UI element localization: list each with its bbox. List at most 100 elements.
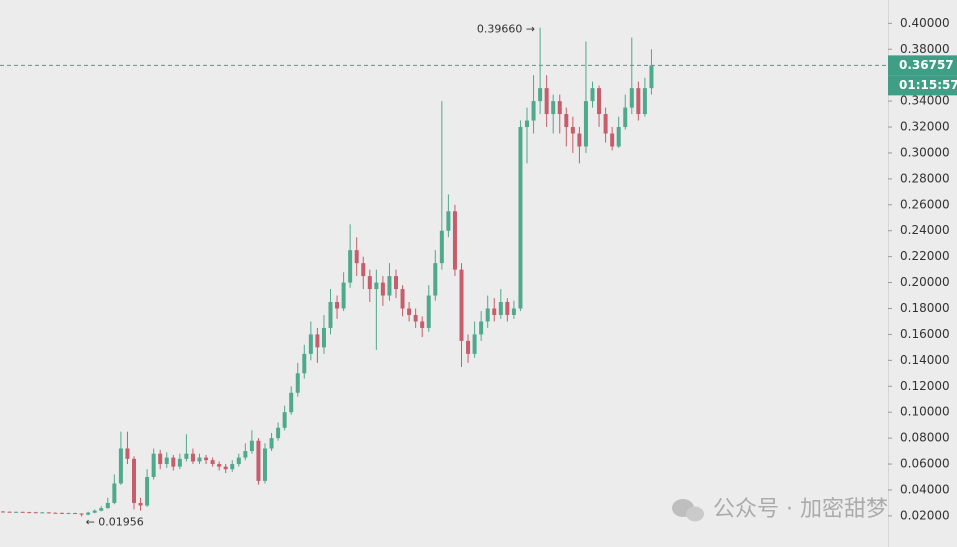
candle: [479, 311, 484, 341]
candle-body: [249, 440, 254, 452]
candle-body: [328, 302, 333, 328]
candle-body: [302, 353, 307, 374]
candle-body: [590, 88, 595, 102]
y-tick-label: 0.10000: [900, 405, 950, 419]
candle: [426, 285, 431, 332]
candle: [505, 298, 510, 322]
y-tick-label: 0.22000: [900, 249, 950, 263]
candle: [132, 456, 136, 510]
candle: [79, 513, 84, 517]
y-tick-label: 0.04000: [900, 482, 950, 496]
candle-body: [348, 250, 353, 283]
candle: [59, 512, 64, 514]
candle: [249, 430, 254, 454]
candle: [190, 448, 195, 465]
candle-body: [92, 510, 97, 513]
candle-body: [400, 289, 405, 309]
y-tick-label: 0.18000: [900, 301, 950, 315]
candle-body: [73, 513, 78, 515]
candle: [171, 454, 176, 471]
candle: [446, 194, 451, 238]
price-tag-label: 0.36757: [899, 58, 954, 72]
candle: [308, 321, 313, 361]
candle: [538, 27, 543, 115]
candle: [217, 461, 222, 471]
candle: [551, 94, 556, 134]
candle-body: [505, 302, 510, 315]
candle: [223, 464, 228, 474]
candle-body: [315, 334, 320, 348]
candle: [531, 75, 536, 134]
candle: [315, 327, 320, 363]
candle: [53, 512, 58, 514]
candle-body: [171, 457, 176, 467]
candle-body: [230, 464, 235, 470]
candle-body: [452, 211, 457, 270]
candle-body: [387, 276, 392, 296]
candle-body: [459, 269, 464, 341]
candle: [433, 250, 438, 301]
candle: [105, 497, 110, 509]
candle-body: [125, 448, 130, 459]
candle: [282, 405, 287, 431]
candle: [184, 434, 189, 462]
candle-body: [158, 453, 163, 465]
candle-body: [603, 114, 608, 134]
candle-body: [59, 512, 64, 514]
candle-body: [86, 512, 91, 515]
candle: [197, 453, 202, 465]
candle: [86, 511, 91, 516]
candle-body: [7, 511, 12, 513]
candle: [269, 432, 274, 452]
candle: [1, 511, 5, 513]
candle-body: [616, 127, 621, 147]
candle-body: [151, 453, 156, 478]
candle: [295, 362, 300, 397]
candle: [492, 298, 497, 322]
candle: [66, 512, 71, 515]
candle: [610, 127, 615, 151]
candle-body: [20, 511, 25, 513]
candle-body: [446, 211, 451, 231]
candle: [40, 512, 45, 514]
candle: [158, 449, 163, 470]
candle: [112, 474, 117, 505]
candle-body: [531, 101, 536, 121]
candle-body: [361, 263, 366, 277]
candle: [394, 269, 398, 299]
candle: [374, 269, 379, 350]
candle: [256, 438, 261, 485]
candle-body: [197, 457, 202, 462]
candle: [466, 334, 471, 363]
candle-body: [426, 295, 431, 328]
candle: [636, 81, 641, 121]
candle-body: [177, 458, 182, 467]
candle: [341, 272, 346, 312]
candle-body: [210, 460, 215, 465]
candle: [518, 120, 523, 312]
candle-body: [236, 457, 241, 465]
candle: [459, 263, 464, 367]
low-label: ← 0.01956: [86, 515, 144, 528]
candle: [230, 460, 235, 472]
candle: [452, 204, 457, 277]
candle: [498, 289, 503, 319]
watermark: 公众号 · 加密甜梦: [672, 497, 888, 522]
candle: [570, 116, 575, 153]
candle: [7, 511, 12, 513]
candle: [557, 94, 562, 134]
candle: [649, 49, 654, 95]
candle: [335, 295, 340, 319]
candle-body: [564, 114, 569, 128]
candle-body: [511, 308, 516, 315]
candle: [20, 511, 25, 513]
candle: [597, 85, 602, 128]
candle-body: [190, 453, 195, 462]
candle-body: [354, 250, 359, 264]
candle-body: [184, 453, 189, 459]
price-tag: [888, 55, 957, 76]
candle: [92, 509, 97, 514]
candle: [348, 224, 353, 288]
candle-body: [413, 314, 418, 322]
y-tick-label: 0.34000: [900, 94, 950, 108]
